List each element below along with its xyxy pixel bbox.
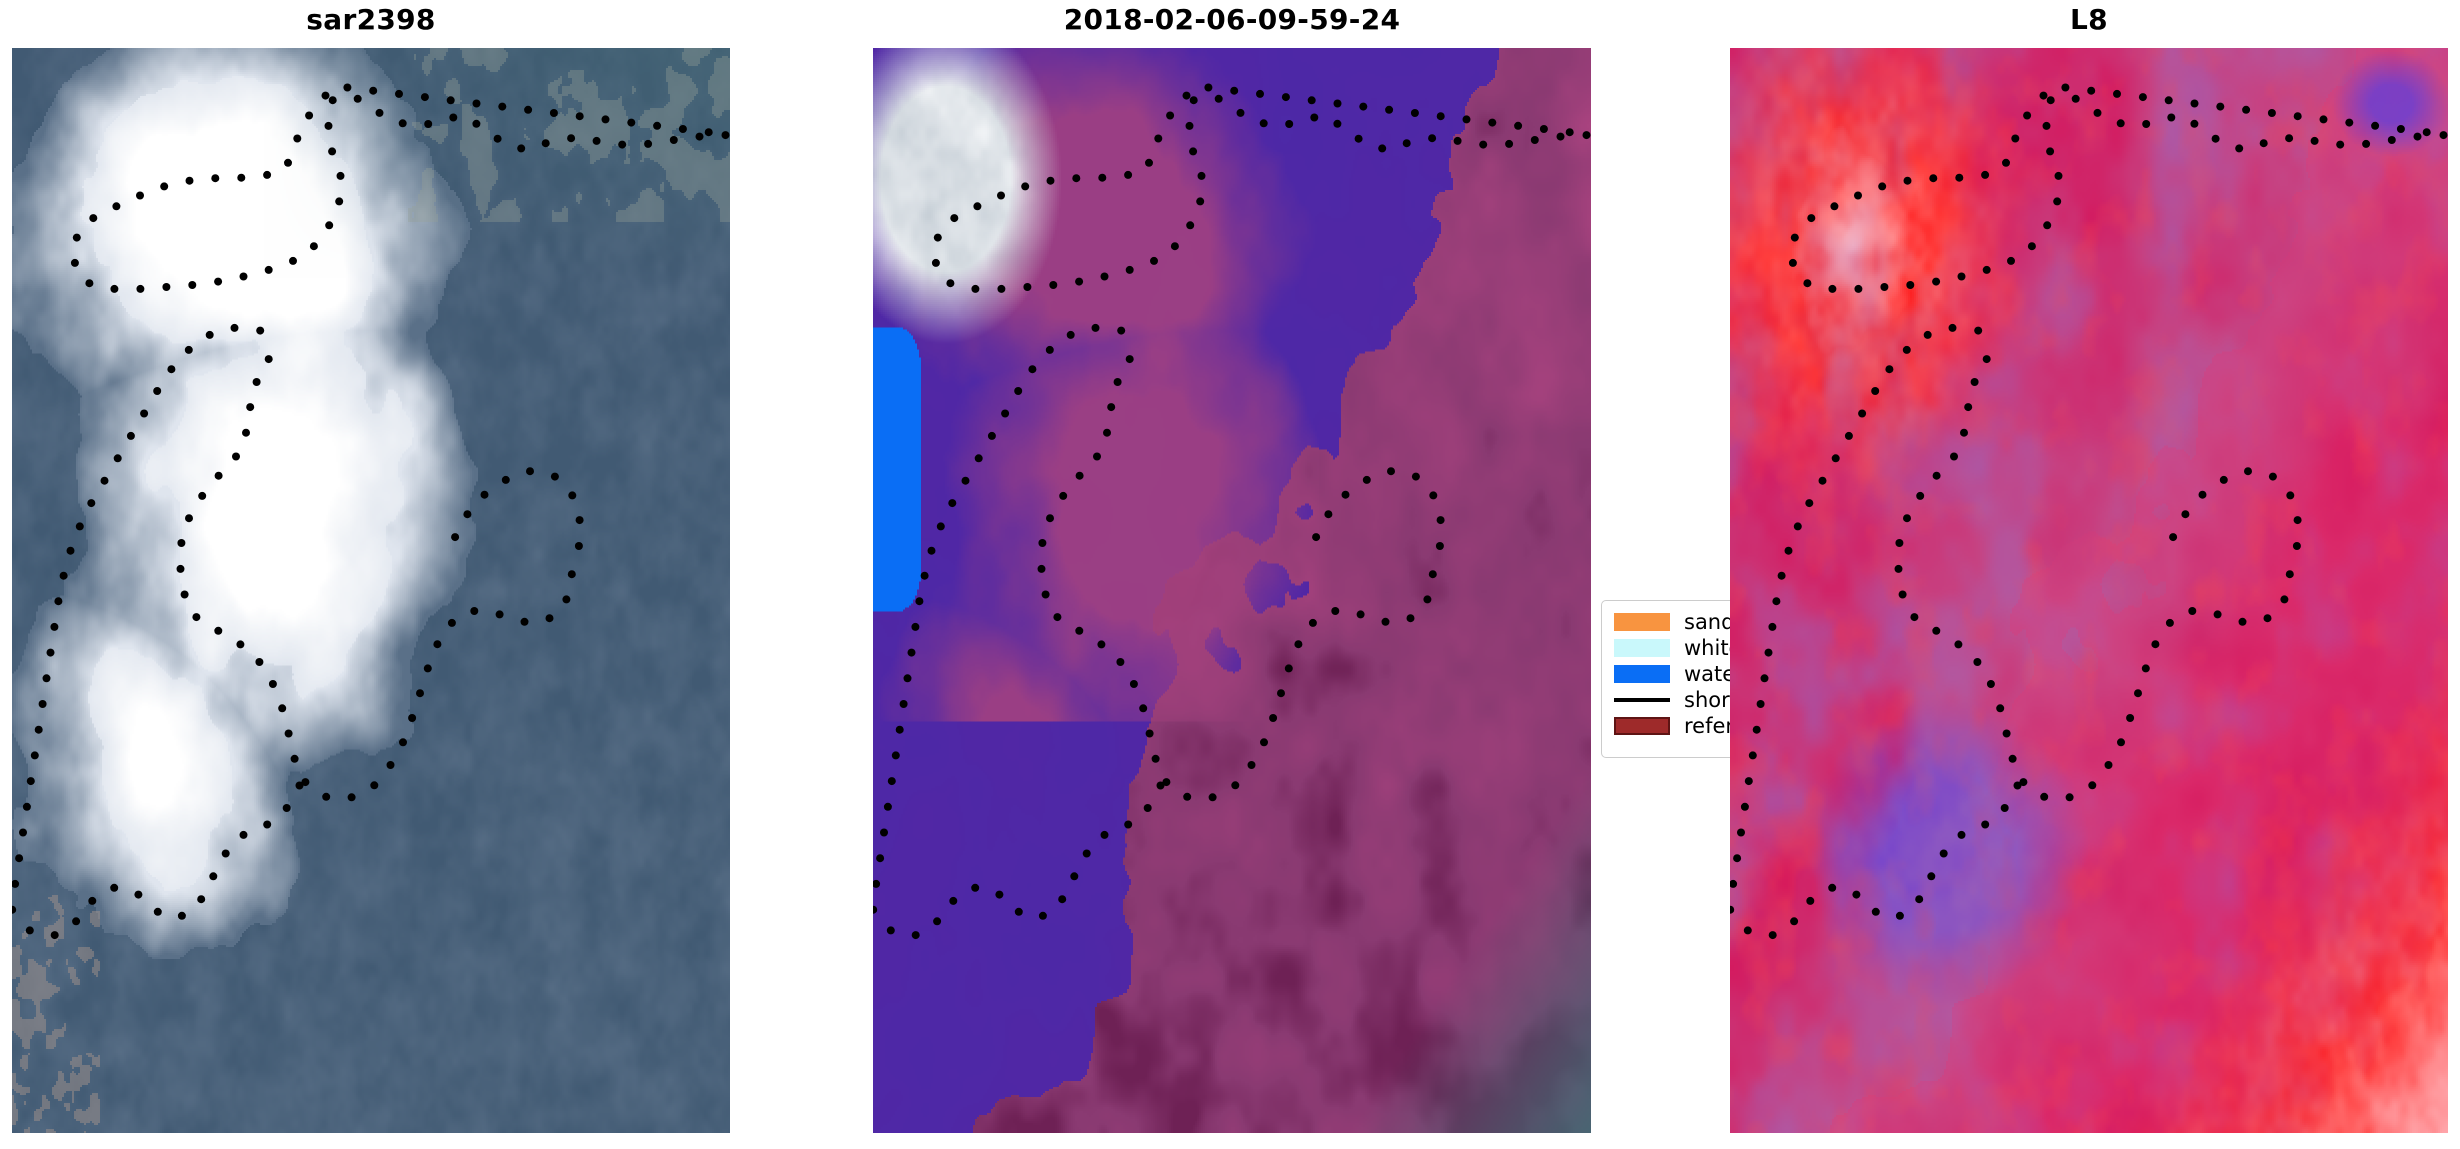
legend-item-sand: sand — [1614, 609, 1735, 635]
legend-label-shoreline: shoreline — [1684, 687, 1735, 713]
panel-title-sar2398: sar2398 — [306, 3, 436, 36]
water-swatch-icon — [1614, 665, 1670, 683]
whitewater-swatch-icon — [1614, 639, 1670, 657]
l8-image-raster — [1730, 48, 2448, 1133]
panel-sar2398 — [12, 48, 730, 1133]
sar-image-raster — [12, 48, 730, 1133]
panel-title-l8: L8 — [2070, 3, 2108, 36]
legend: sand whitewater water shoreline referenc… — [1601, 600, 1744, 758]
legend-label-water: water — [1684, 662, 1744, 686]
shoreline-line-icon — [1614, 698, 1670, 702]
classified-image-raster — [873, 48, 1591, 1133]
legend-label-sand: sand — [1684, 610, 1735, 634]
reference-shoreline-swatch-icon — [1614, 717, 1670, 735]
legend-label-reference-shoreline: reference shoreline — [1684, 713, 1735, 739]
panel-title-classified: 2018-02-06-09-59-24 — [1063, 3, 1401, 36]
sand-swatch-icon — [1614, 613, 1670, 631]
panel-classified — [873, 48, 1591, 1133]
legend-label-whitewater: whitewater — [1684, 635, 1735, 661]
legend-item-water: water — [1614, 661, 1744, 687]
legend-item-whitewater: whitewater — [1614, 635, 1735, 661]
legend-item-reference-shoreline: reference shoreline — [1614, 713, 1735, 739]
panel-l8 — [1730, 48, 2448, 1133]
legend-item-shoreline: shoreline — [1614, 687, 1735, 713]
